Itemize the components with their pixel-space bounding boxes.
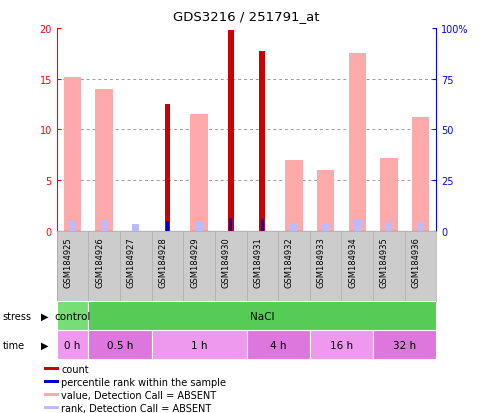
Bar — [412, 118, 429, 231]
Bar — [96, 90, 113, 231]
Bar — [165, 105, 170, 231]
Text: 0 h: 0 h — [64, 340, 81, 350]
Bar — [101, 221, 107, 231]
Bar — [259, 52, 265, 231]
Text: GSM184932: GSM184932 — [285, 237, 294, 287]
Bar — [196, 221, 203, 231]
Text: control: control — [54, 311, 91, 321]
Bar — [69, 221, 76, 231]
Bar — [57, 301, 88, 330]
Bar — [349, 54, 366, 231]
Bar — [44, 368, 59, 370]
Text: ▶: ▶ — [41, 340, 48, 350]
Text: time: time — [2, 340, 25, 350]
Bar — [44, 393, 59, 396]
Text: GSM184929: GSM184929 — [190, 237, 199, 287]
Bar — [246, 330, 310, 359]
Text: GDS3216 / 251791_at: GDS3216 / 251791_at — [173, 10, 320, 23]
Bar — [88, 330, 152, 359]
Text: value, Detection Call = ABSENT: value, Detection Call = ABSENT — [61, 390, 216, 400]
Text: 32 h: 32 h — [393, 340, 416, 350]
Text: GSM184934: GSM184934 — [348, 237, 357, 287]
Text: GSM184930: GSM184930 — [222, 237, 231, 287]
Text: 0.5 h: 0.5 h — [107, 340, 133, 350]
Text: GSM184936: GSM184936 — [412, 237, 421, 287]
Bar — [132, 224, 139, 231]
Bar — [166, 221, 169, 231]
Text: stress: stress — [2, 311, 32, 321]
Bar — [310, 330, 373, 359]
Text: GSM184931: GSM184931 — [253, 237, 262, 287]
Bar — [317, 171, 334, 231]
Text: count: count — [61, 364, 89, 374]
Bar — [228, 31, 234, 231]
Bar — [64, 78, 81, 231]
Text: 16 h: 16 h — [330, 340, 353, 350]
Text: NaCl: NaCl — [250, 311, 275, 321]
Text: GSM184935: GSM184935 — [380, 237, 389, 287]
Bar — [285, 161, 303, 231]
Bar — [57, 330, 88, 359]
Bar — [380, 159, 397, 231]
Bar — [44, 406, 59, 409]
Text: 4 h: 4 h — [270, 340, 286, 350]
Bar — [373, 330, 436, 359]
Text: percentile rank within the sample: percentile rank within the sample — [61, 377, 226, 387]
Bar — [261, 220, 264, 231]
Bar — [417, 222, 424, 231]
Bar — [229, 219, 232, 231]
Text: GSM184933: GSM184933 — [317, 237, 325, 287]
Text: GSM184927: GSM184927 — [127, 237, 136, 287]
Bar — [44, 380, 59, 383]
Text: GSM184928: GSM184928 — [158, 237, 168, 287]
Bar — [354, 220, 361, 231]
Bar — [190, 115, 208, 231]
Text: rank, Detection Call = ABSENT: rank, Detection Call = ABSENT — [61, 403, 211, 413]
Bar — [152, 330, 246, 359]
Bar — [322, 225, 329, 231]
Text: GSM184926: GSM184926 — [95, 237, 104, 287]
Text: ▶: ▶ — [41, 311, 48, 321]
Text: 1 h: 1 h — [191, 340, 207, 350]
Bar — [290, 223, 297, 231]
Text: GSM184925: GSM184925 — [64, 237, 72, 287]
Bar — [386, 222, 392, 231]
